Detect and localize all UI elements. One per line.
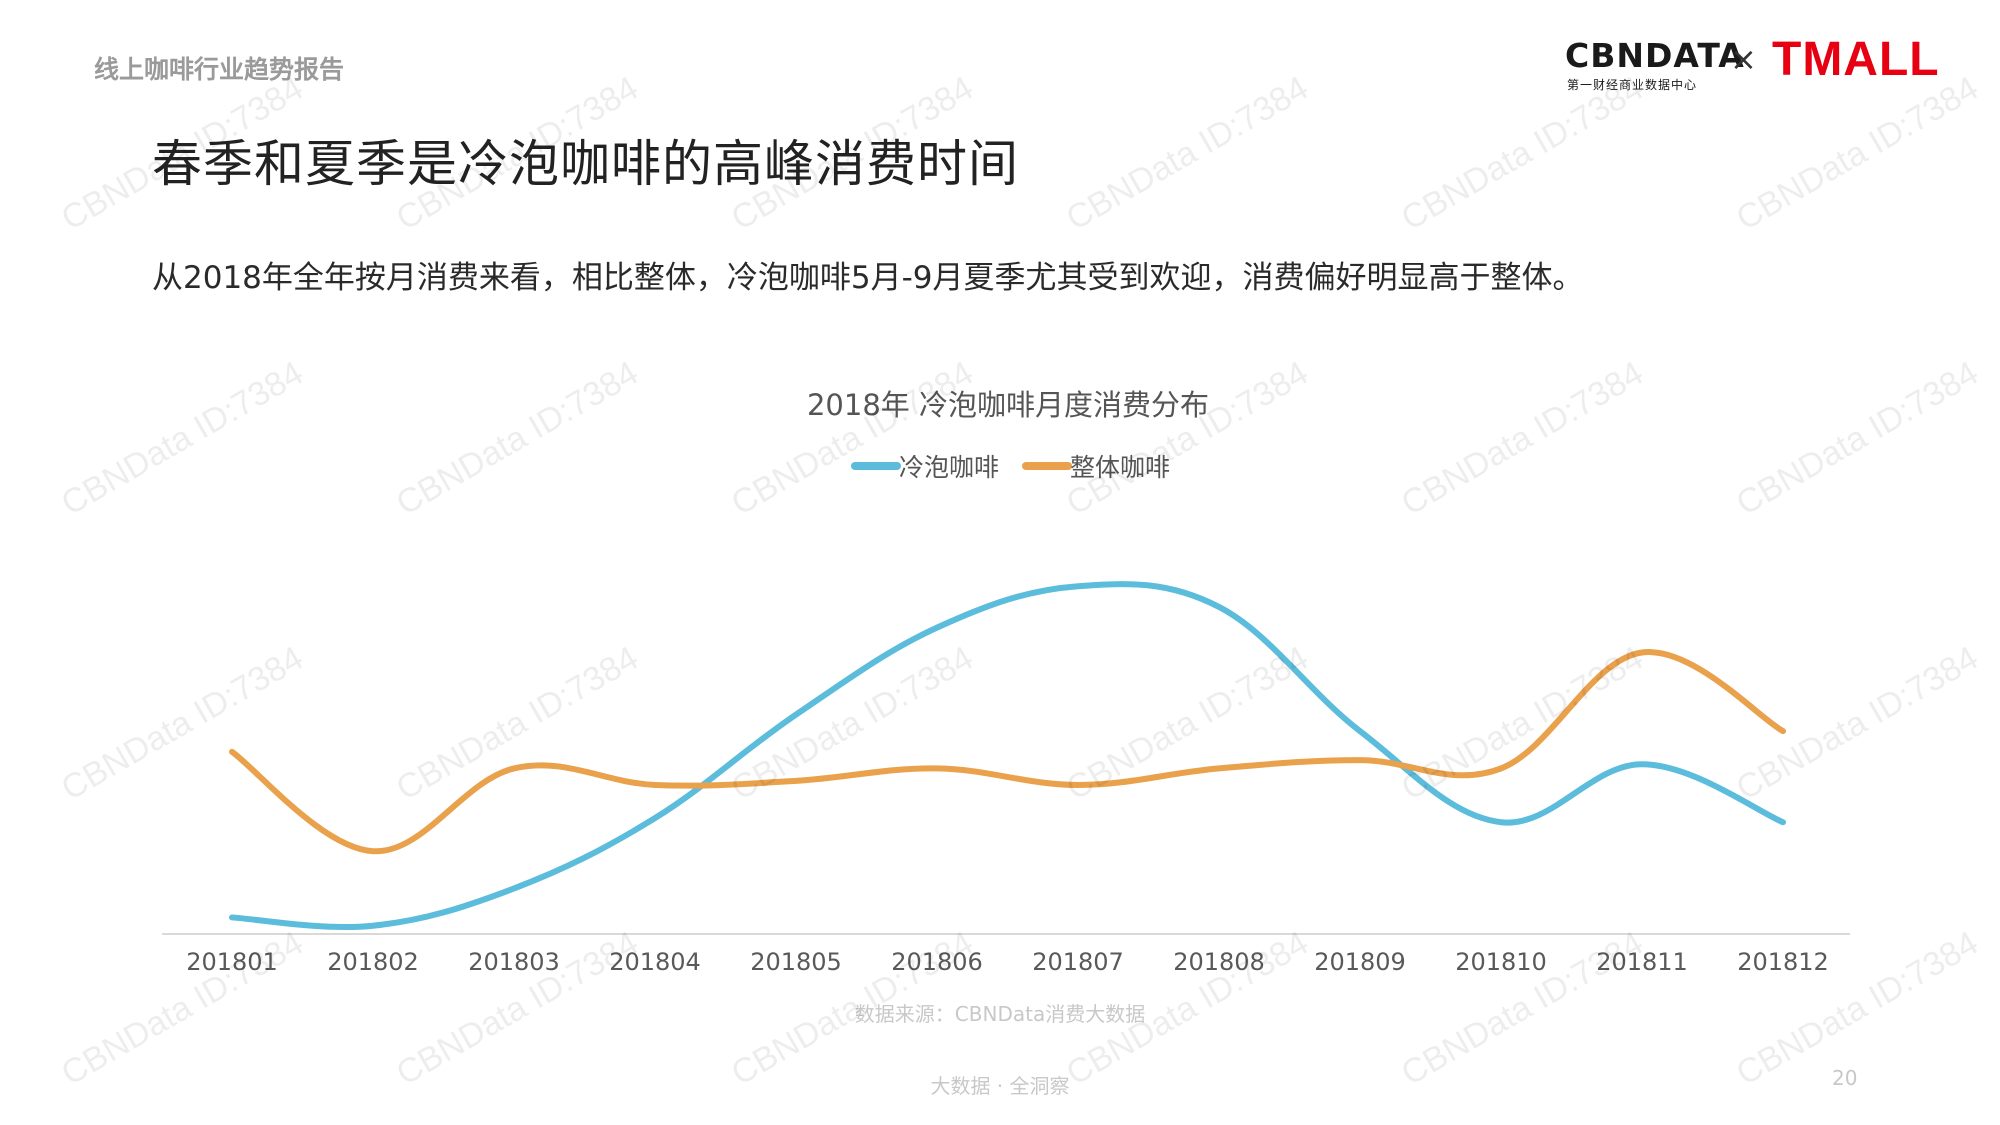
chart-legend: 冷泡咖啡 整体咖啡 — [851, 453, 1170, 482]
page-title: 春季和夏季是冷泡咖啡的高峰消费时间 — [152, 135, 1019, 193]
x-tick-label: 201805 — [750, 948, 842, 976]
x-tick-label: 201809 — [1314, 948, 1406, 976]
series-line-2 — [229, 649, 1786, 855]
x-tick-label: 201801 — [186, 948, 278, 976]
page-subtitle: 从2018年全年按月消费来看，相比整体，冷泡咖啡5月-9月夏季尤其受到欢迎，消费… — [152, 260, 1584, 296]
x-tick-label: 201812 — [1737, 948, 1829, 976]
series-layer — [229, 581, 1786, 931]
footer-tagline: 大数据 · 全洞察 — [930, 1074, 1070, 1098]
tmall-logo: TMALL — [1772, 33, 1940, 86]
x-tick-label: 201803 — [468, 948, 560, 976]
x-tick-label: 201806 — [891, 948, 983, 976]
report-tag: 线上咖啡行业趋势报告 — [94, 55, 345, 84]
x-tick-label: 201804 — [609, 948, 701, 976]
x-tick-labels: 201801 201802 201803 201804 201805 201806 2018… — [186, 948, 1829, 976]
legend-label: 冷泡咖啡 — [899, 453, 999, 482]
series-line-1 — [229, 581, 1786, 931]
chart-title: 2018年 冷泡咖啡月度消费分布 — [807, 388, 1209, 422]
data-source: 数据来源：CBNData消费大数据 — [854, 1002, 1146, 1026]
page-number: 20 — [1832, 1066, 1858, 1090]
brand-logo: CBNDATA 第一财经商业数据中心 × TMALL — [1565, 33, 1945, 96]
x-tick-label: 201802 — [327, 948, 419, 976]
cbndata-logo: CBNDATA — [1565, 36, 1745, 75]
cbndata-logo-subtitle: 第一财经商业数据中心 — [1567, 78, 1698, 92]
x-tick-label: 201810 — [1455, 948, 1547, 976]
x-tick-label: 201808 — [1173, 948, 1265, 976]
x-tick-label: 201811 — [1596, 948, 1688, 976]
legend-label: 整体咖啡 — [1070, 453, 1170, 482]
x-tick-label: 201807 — [1032, 948, 1124, 976]
logo-separator: × — [1730, 40, 1757, 78]
